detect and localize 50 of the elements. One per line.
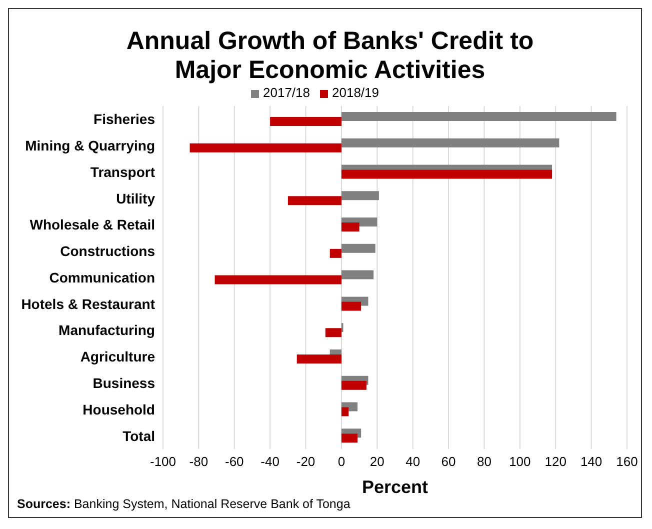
- bar: [330, 248, 342, 258]
- x-tick-label: 0: [338, 454, 346, 470]
- x-tick-label: 160: [616, 454, 638, 470]
- x-tick-label: 40: [406, 454, 420, 470]
- bar: [190, 143, 342, 152]
- x-tick-label: -100: [150, 454, 176, 470]
- bar: [341, 244, 376, 253]
- x-tick-label: 100: [509, 454, 531, 470]
- y-tick-label: Mining & Quarrying: [25, 138, 155, 154]
- chart-title: Annual Growth of Banks' Credit to Major Economic Activities: [125, 26, 535, 85]
- bar: [341, 138, 560, 148]
- y-tick-label: Wholesale & Retail: [30, 216, 155, 233]
- x-tick-label: 20: [370, 454, 384, 470]
- bar: [341, 170, 552, 179]
- bar: [214, 275, 342, 284]
- y-tick-label: Household: [82, 401, 155, 418]
- y-tick-label: Utility: [116, 190, 156, 206]
- y-tick-label: Total: [122, 428, 155, 444]
- y-tick-label: Agriculture: [80, 348, 156, 365]
- source-note: Sources: Banking System, National Reserve Bank of Tonga: [17, 497, 350, 511]
- y-tick-label: Hotels & Restaurant: [21, 296, 156, 312]
- x-tick-label: 80: [476, 454, 492, 470]
- bar: [341, 380, 366, 390]
- bar: [341, 434, 358, 443]
- bar: [341, 222, 360, 232]
- x-tick-label: -80: [189, 454, 208, 470]
- y-tick-label: Constructions: [60, 243, 156, 260]
- bar: [270, 117, 342, 126]
- x-tick-label: 140: [580, 454, 602, 470]
- bar: [341, 407, 349, 416]
- bar: [288, 196, 342, 206]
- y-tick-label: Communication: [49, 269, 155, 286]
- legend-label: 2018/19: [332, 85, 379, 100]
- x-axis-title: Percent: [362, 477, 428, 497]
- y-tick-label: Transport: [90, 164, 156, 180]
- x-tick-label: 120: [544, 454, 566, 470]
- bar: [341, 302, 362, 311]
- bar: [341, 112, 616, 121]
- bar: [341, 270, 374, 280]
- y-tick-label: Business: [92, 375, 156, 392]
- legend-label: 2017/18: [263, 85, 310, 100]
- bar: [325, 328, 342, 338]
- x-tick-label: 60: [441, 454, 456, 470]
- x-tick-label: -20: [296, 454, 316, 470]
- y-tick-label: Manufacturing: [58, 322, 155, 338]
- bar: [341, 191, 379, 200]
- bar: [296, 354, 342, 364]
- y-tick-label: Fisheries: [94, 111, 156, 128]
- x-tick-label: -60: [224, 454, 244, 470]
- x-tick-label: -40: [260, 454, 280, 470]
